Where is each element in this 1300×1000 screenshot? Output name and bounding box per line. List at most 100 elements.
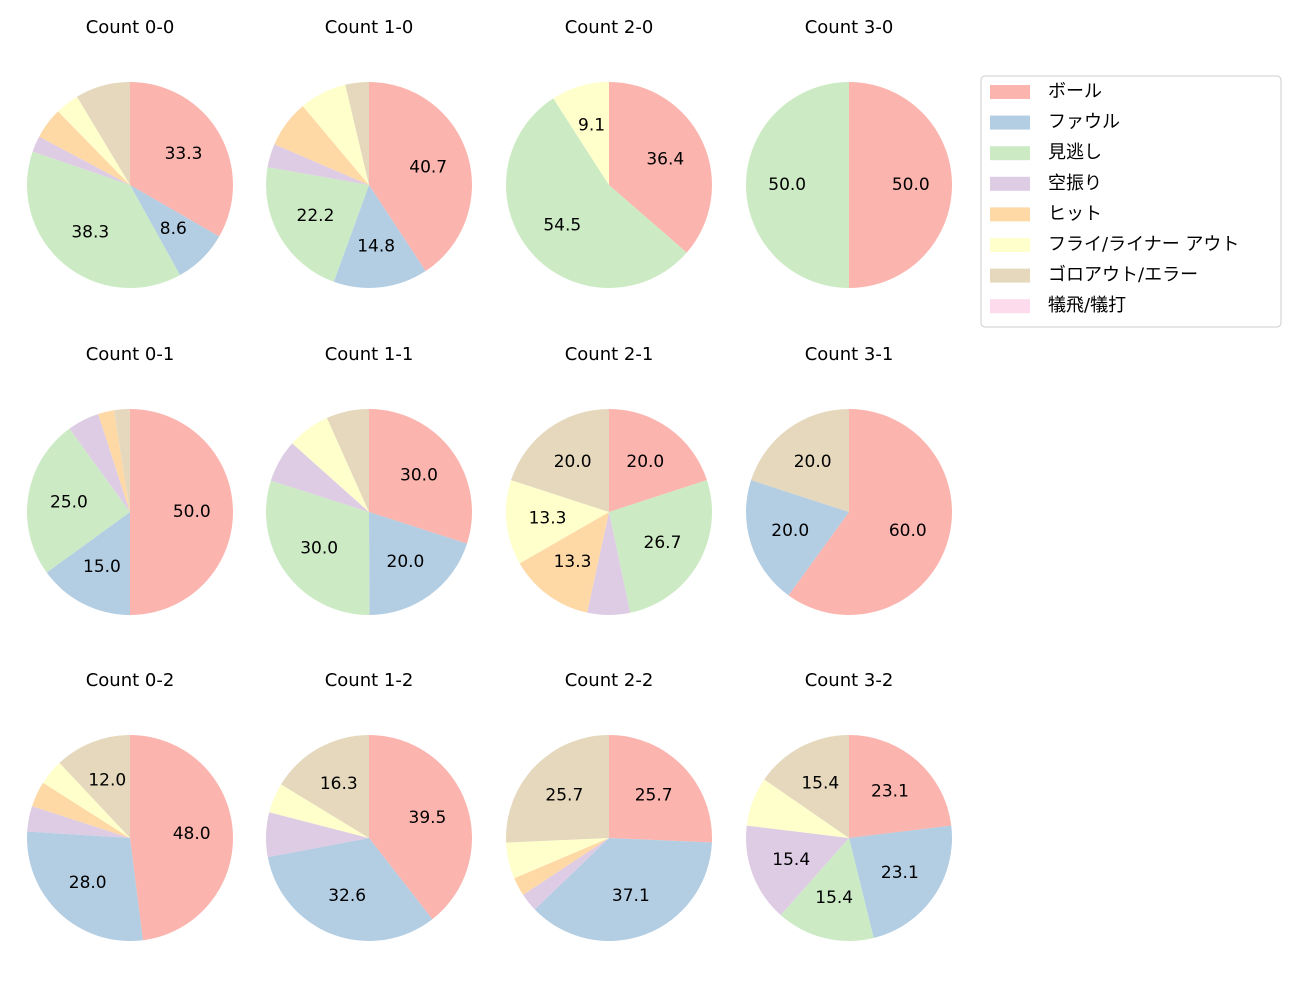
pie-slice <box>849 735 952 838</box>
slice-label: 20.0 <box>626 452 664 472</box>
slice-label: 14.8 <box>357 236 395 256</box>
pie-slice <box>266 812 369 858</box>
pie-slice <box>609 409 707 512</box>
slice-label: 20.0 <box>794 452 832 472</box>
slice-label: 15.0 <box>83 557 121 577</box>
chart-title: Count 3-0 <box>805 17 894 38</box>
pie-slice <box>369 409 473 544</box>
pie-slice <box>345 82 369 185</box>
legend-swatch <box>990 238 1030 252</box>
slice-label: 60.0 <box>889 521 927 541</box>
chart-title: Count 1-0 <box>325 17 414 38</box>
slice-label: 25.7 <box>635 785 673 805</box>
pie-slice <box>751 409 849 512</box>
pie-slice <box>266 480 370 616</box>
pie-slice <box>506 838 609 879</box>
slice-label: 33.3 <box>165 144 203 164</box>
legend-label: ファウル <box>1048 112 1120 133</box>
pie-slice <box>27 151 180 289</box>
chart-title: Count 0-2 <box>86 670 175 691</box>
slice-label: 16.3 <box>320 774 358 794</box>
legend-label: ボール <box>1048 81 1102 102</box>
pie-slice <box>746 480 849 596</box>
pie-slice <box>780 838 874 941</box>
chart-title: Count 0-1 <box>86 344 175 365</box>
pie-slice <box>27 806 130 838</box>
pie-slice <box>26 831 143 941</box>
legend-swatch <box>990 268 1030 283</box>
pie-slice <box>764 735 849 838</box>
slice-label: 9.1 <box>578 116 605 136</box>
pie-slice <box>39 111 130 185</box>
legend-label: フライ/ライナー アウト <box>1048 234 1239 255</box>
pie-slice <box>265 167 369 282</box>
pie-slice <box>519 512 609 613</box>
chart-title: Count 1-2 <box>325 670 414 691</box>
pie-slice <box>46 512 130 615</box>
slice-label: 36.4 <box>646 149 684 169</box>
pie-slice <box>27 428 130 573</box>
chart-title: Count 2-1 <box>565 344 654 365</box>
slice-label: 15.4 <box>815 888 853 908</box>
pie-slice <box>849 82 952 288</box>
slice-label: 48.0 <box>173 824 211 844</box>
slice-label: 39.5 <box>409 808 447 828</box>
pie-slice <box>326 409 369 512</box>
pie-slice <box>849 825 952 939</box>
slice-label: 30.0 <box>300 539 338 559</box>
pie-slice <box>553 82 609 185</box>
chart-title: Count 3-1 <box>805 344 894 365</box>
pie-slice <box>609 735 712 843</box>
pie-slice <box>523 838 609 910</box>
slice-label: 25.7 <box>545 785 583 805</box>
slice-label: 22.2 <box>297 206 335 226</box>
legend-swatch <box>990 115 1030 130</box>
slice-label: 30.0 <box>400 466 438 486</box>
slice-label: 23.1 <box>881 863 919 883</box>
pie-slice <box>506 480 609 564</box>
legend-swatch <box>990 176 1030 191</box>
slice-label: 12.0 <box>88 771 126 791</box>
pie-slice <box>130 185 220 276</box>
pie-slice <box>788 409 952 616</box>
pie-slice <box>32 136 130 185</box>
pie-slice <box>76 82 130 185</box>
pie-slice <box>369 735 472 920</box>
pie-slice <box>745 825 849 916</box>
pie-slice <box>746 779 849 838</box>
pie-slice <box>505 98 687 289</box>
legend-swatch <box>990 85 1030 99</box>
pie-slice <box>281 735 369 838</box>
chart-title: Count 1-1 <box>325 344 414 365</box>
pie-slice <box>506 735 609 843</box>
pie-slice <box>130 735 234 941</box>
pie-slice <box>274 106 369 185</box>
pie-slice <box>369 512 468 615</box>
pie-slice <box>746 82 849 288</box>
pie-slice <box>58 96 130 185</box>
slice-label: 54.5 <box>543 215 581 235</box>
slice-label: 23.1 <box>871 782 909 802</box>
pie-slice <box>69 414 130 512</box>
pie-slice <box>98 410 130 512</box>
pie-slice <box>113 409 130 512</box>
legend-swatch <box>990 299 1030 314</box>
slice-label: 40.7 <box>409 157 447 177</box>
slice-label: 20.0 <box>387 552 425 572</box>
slice-label: 15.4 <box>801 773 839 793</box>
legend-label: 空振り <box>1048 173 1102 194</box>
pie-slice <box>292 417 369 512</box>
slice-label: 38.3 <box>71 222 109 242</box>
pie-slice <box>267 838 433 941</box>
slice-label: 15.4 <box>772 850 810 870</box>
slice-label: 28.0 <box>69 873 107 893</box>
slice-label: 50.0 <box>768 175 806 195</box>
legend-label: ゴロアウト/エラー <box>1048 265 1198 286</box>
slice-label: 20.0 <box>771 521 809 541</box>
pie-slice <box>267 144 369 185</box>
legend-swatch <box>990 207 1030 222</box>
pie-slice <box>333 185 426 288</box>
pie-slice <box>511 409 609 512</box>
pie-slice <box>130 409 233 615</box>
